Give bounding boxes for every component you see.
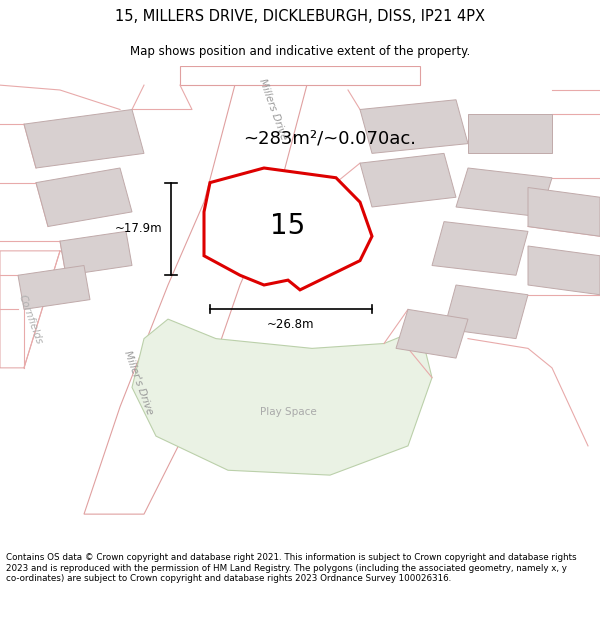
Text: Cornfields: Cornfields	[16, 293, 44, 346]
Polygon shape	[396, 309, 468, 358]
Text: ~26.8m: ~26.8m	[267, 318, 315, 331]
Polygon shape	[528, 246, 600, 295]
Polygon shape	[204, 168, 372, 290]
Text: Miller's Drive: Miller's Drive	[122, 349, 154, 416]
Polygon shape	[444, 285, 528, 339]
Polygon shape	[0, 251, 60, 368]
Polygon shape	[360, 100, 468, 153]
Polygon shape	[24, 109, 144, 168]
Polygon shape	[456, 168, 552, 217]
Text: Play Space: Play Space	[260, 407, 316, 417]
Polygon shape	[84, 66, 312, 514]
Text: 15, MILLERS DRIVE, DICKLEBURGH, DISS, IP21 4PX: 15, MILLERS DRIVE, DICKLEBURGH, DISS, IP…	[115, 9, 485, 24]
Text: 15: 15	[271, 213, 305, 241]
Text: ~17.9m: ~17.9m	[115, 222, 162, 236]
Polygon shape	[18, 266, 90, 309]
Text: ~283m²/~0.070ac.: ~283m²/~0.070ac.	[244, 130, 416, 148]
Text: Map shows position and indicative extent of the property.: Map shows position and indicative extent…	[130, 45, 470, 58]
Polygon shape	[468, 114, 552, 153]
Polygon shape	[432, 222, 528, 275]
Polygon shape	[60, 231, 132, 275]
Polygon shape	[36, 168, 132, 226]
Polygon shape	[528, 188, 600, 236]
Text: Contains OS data © Crown copyright and database right 2021. This information is : Contains OS data © Crown copyright and d…	[6, 553, 577, 583]
Polygon shape	[132, 319, 432, 475]
Polygon shape	[180, 66, 420, 85]
Text: Millers Drive: Millers Drive	[257, 78, 289, 141]
Polygon shape	[360, 153, 456, 207]
